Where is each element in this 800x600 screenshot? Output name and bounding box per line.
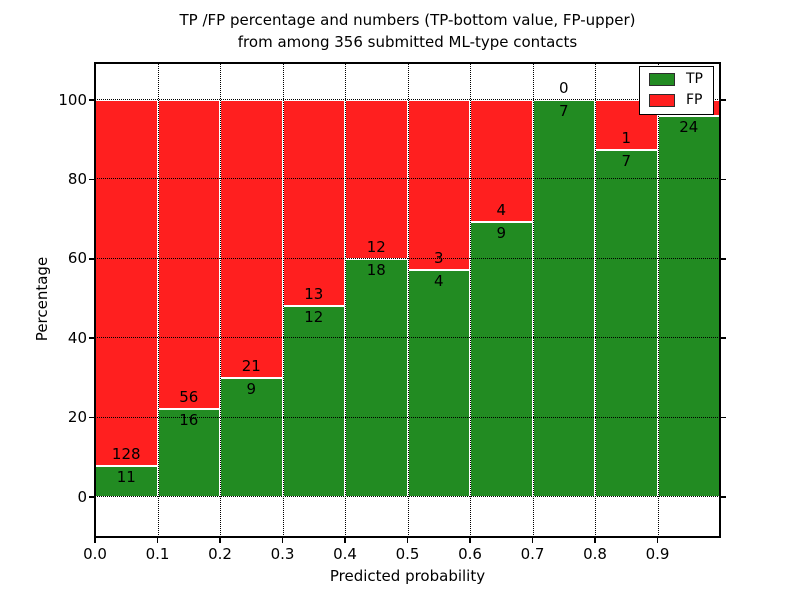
y-tick-mark xyxy=(89,178,94,181)
fp-bar-segment xyxy=(157,100,220,409)
x-tick-label: 0.7 xyxy=(520,545,545,563)
y-tick-mark xyxy=(89,99,94,101)
v-gridline xyxy=(470,63,471,537)
x-tick-label: 0.8 xyxy=(583,545,607,563)
tp-bar-segment xyxy=(407,270,470,497)
x-tick-mark xyxy=(344,538,346,543)
y-tick-mark xyxy=(89,337,94,339)
tp-bar-segment xyxy=(282,306,345,497)
x-tick-mark xyxy=(531,538,534,543)
tp-count-label: 16 xyxy=(179,410,199,429)
tp-bar-segment xyxy=(345,258,408,497)
x-tick-mark xyxy=(469,538,471,543)
x-tick-label: 0.0 xyxy=(83,545,107,563)
tp-count-label: 9 xyxy=(496,224,507,243)
fp-count-label: 1 xyxy=(621,128,632,147)
v-gridline xyxy=(282,63,284,537)
fp-count-label: 21 xyxy=(241,356,261,375)
v-gridline xyxy=(595,63,596,537)
tp-count-label: 18 xyxy=(366,260,386,279)
chart-title-line1: TP /FP percentage and numbers (TP-bottom… xyxy=(179,11,636,29)
y-tick-mark-right xyxy=(721,337,726,339)
tp-bar-segment xyxy=(595,149,658,497)
v-gridline xyxy=(657,63,659,537)
tp-count-label: 24 xyxy=(679,117,699,136)
y-tick-label: 80 xyxy=(67,169,87,188)
x-tick-mark xyxy=(219,538,221,543)
y-tick-mark-right xyxy=(721,416,726,419)
x-tick-mark xyxy=(281,538,284,543)
legend: TP FP xyxy=(639,66,714,115)
y-tick-mark xyxy=(89,258,94,260)
x-tick-label: 0.4 xyxy=(333,545,357,563)
tp-legend-swatch xyxy=(649,73,675,86)
x-tick-mark xyxy=(94,538,96,543)
chart-title-line2: from among 356 submitted ML-type contact… xyxy=(237,33,578,51)
fp-count-label: 0 xyxy=(558,79,569,97)
y-tick-mark-right xyxy=(721,99,726,101)
x-tick-mark xyxy=(594,538,596,543)
tp-count-label: 11 xyxy=(116,467,136,486)
x-tick-mark xyxy=(656,538,659,543)
v-gridline xyxy=(407,63,409,537)
y-tick-label: 20 xyxy=(67,408,87,427)
tp-legend-label: TP xyxy=(686,71,703,87)
chart-title: TP /FP percentage and numbers (TP-bottom… xyxy=(95,9,720,53)
tp-count-label: 7 xyxy=(621,151,632,170)
legend-item-tp: TP xyxy=(649,72,703,87)
tp-count-label: 4 xyxy=(433,272,444,291)
x-tick-mark xyxy=(406,538,409,543)
legend-item-fp: FP xyxy=(649,93,703,108)
y-tick-mark xyxy=(89,416,94,419)
fp-bar-segment xyxy=(220,100,283,378)
tp-bar-segment xyxy=(657,115,720,497)
y-tick-mark-right xyxy=(721,178,726,181)
fp-bar-segment xyxy=(282,100,345,307)
y-tick-label: 0 xyxy=(77,487,87,506)
x-tick-label: 0.1 xyxy=(145,545,170,563)
y-tick-mark-right xyxy=(721,258,726,260)
v-gridline xyxy=(157,63,159,537)
x-tick-label: 0.3 xyxy=(270,545,295,563)
tp-bar-segment xyxy=(532,100,595,497)
tp-count-label: 9 xyxy=(246,379,257,398)
v-gridline xyxy=(532,63,534,537)
fp-count-label: 3 xyxy=(433,249,444,268)
v-gridline xyxy=(345,63,346,537)
x-axis-label: Predicted probability xyxy=(329,567,486,585)
fp-count-label: 12 xyxy=(366,237,386,256)
tp-count-label: 12 xyxy=(304,308,324,327)
fp-count-label: 13 xyxy=(304,285,324,304)
x-tick-label: 0.6 xyxy=(458,545,482,563)
fp-bar-segment xyxy=(345,100,408,259)
fp-count-label: 128 xyxy=(111,444,141,463)
plot-area: TP FP 128 56 21 13 12 3 4 0 1 11 16 9 12 18 4 9 7 7 24 xyxy=(94,62,721,538)
y-tick-mark-right xyxy=(721,496,726,498)
y-tick-label: 100 xyxy=(58,90,87,109)
x-tick-label: 0.5 xyxy=(395,545,420,563)
tp-bar-segment xyxy=(470,222,533,497)
fp-count-label: 4 xyxy=(496,201,507,220)
x-tick-label: 0.9 xyxy=(645,545,670,563)
fp-count-label: 56 xyxy=(179,387,199,406)
v-gridline xyxy=(220,63,221,537)
y-tick-label: 60 xyxy=(67,249,87,268)
y-tick-mark xyxy=(89,496,94,498)
x-tick-mark xyxy=(156,538,159,543)
fp-bar-segment xyxy=(95,100,158,466)
x-tick-label: 0.2 xyxy=(208,545,232,563)
tp-count-label: 7 xyxy=(558,102,569,120)
fp-bar-segment xyxy=(407,100,470,271)
fp-legend-label: FP xyxy=(686,92,703,108)
fp-legend-swatch xyxy=(649,94,675,107)
y-tick-label: 40 xyxy=(67,328,87,347)
